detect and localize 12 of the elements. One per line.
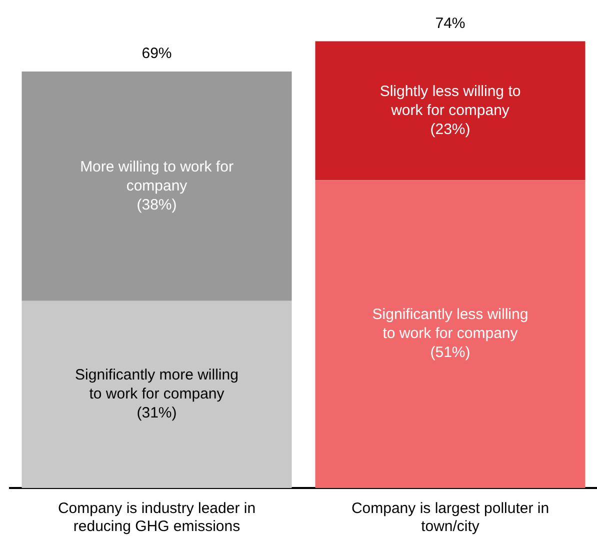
data-label: Significantly less willing to work for company (51%) (372, 306, 528, 362)
data-label: Significantly more willing to work for company (31%) (75, 366, 238, 422)
bar (22, 300, 292, 488)
x-tick-label: Company is largest polluter in town/city (351, 500, 550, 536)
data-label: Slightly less willing to work for company (23%) (380, 82, 521, 138)
bar (22, 71, 292, 301)
total-label: 69% (142, 45, 172, 62)
total-label: 74% (435, 14, 466, 32)
bar (315, 41, 586, 180)
x-tick-label: Company is industry leader in reducing GHG emissions (58, 500, 256, 536)
data-label: More willing to work for company (38%) (80, 158, 234, 214)
bar (315, 180, 586, 488)
